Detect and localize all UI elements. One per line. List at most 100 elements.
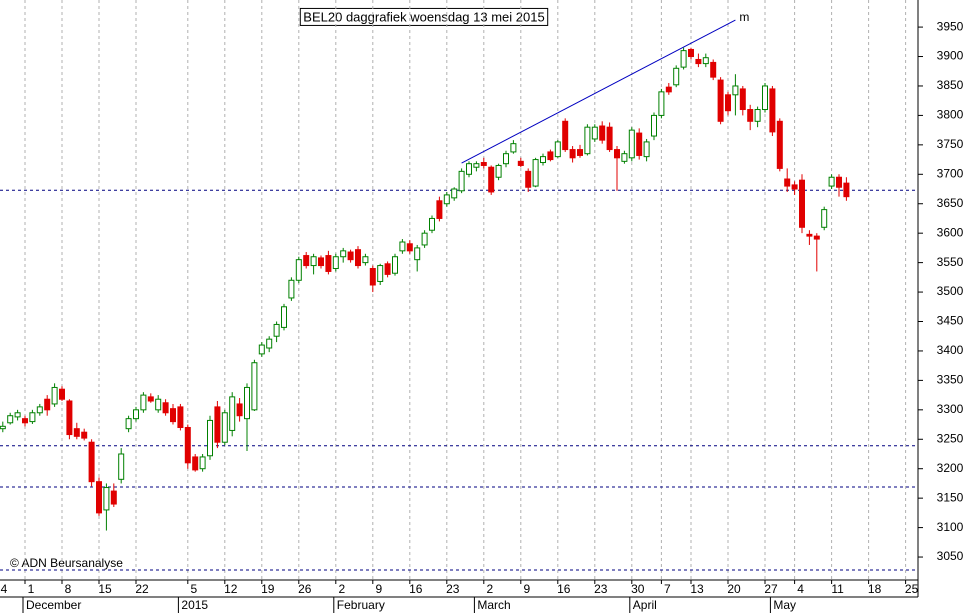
candle-body	[44, 398, 51, 411]
candle-body	[392, 256, 398, 274]
candle-body	[665, 86, 672, 93]
candle-body	[547, 151, 554, 161]
candle-body	[495, 164, 502, 178]
y-tick-label: 3700	[937, 166, 964, 180]
candle-body	[569, 149, 576, 159]
candle-body	[739, 88, 746, 111]
x-tick-label: 1	[28, 582, 35, 596]
candle-body	[29, 412, 36, 423]
candle-body	[776, 120, 783, 169]
candle-body	[318, 257, 324, 267]
y-tick-label: 3900	[937, 49, 964, 63]
candle-body	[266, 338, 273, 349]
x-tick-label: 26	[298, 582, 312, 596]
candle-body	[488, 166, 495, 193]
candle-body	[325, 255, 332, 272]
candle-body	[332, 256, 339, 270]
x-tick-label: 4	[1, 582, 8, 596]
candle-body	[806, 233, 813, 237]
candle-body	[673, 67, 680, 86]
candle-body	[36, 406, 43, 414]
candle-body	[599, 125, 606, 141]
candle-body	[421, 232, 428, 246]
x-tick-label: 23	[594, 582, 608, 596]
y-tick-label: 3850	[937, 78, 964, 92]
candle-body	[480, 162, 487, 166]
candle-body	[443, 194, 450, 205]
month-label: December	[26, 598, 81, 612]
candle-body	[103, 487, 110, 511]
candle-body	[295, 259, 302, 281]
y-tick-label: 3050	[937, 549, 964, 563]
x-tick-label: 16	[557, 582, 571, 596]
candle-body	[510, 143, 517, 153]
candle-body	[414, 247, 421, 261]
x-tick-label: 9	[523, 582, 530, 596]
candle-body	[199, 456, 206, 470]
candle-body	[799, 179, 805, 228]
candle-body	[769, 88, 776, 133]
candle-body	[754, 109, 761, 122]
candle-body	[725, 94, 731, 112]
candle-body	[606, 126, 613, 151]
y-tick-label: 3800	[937, 108, 964, 122]
candle-body	[177, 406, 184, 428]
candle-body	[451, 188, 458, 199]
candle-body	[628, 129, 635, 159]
candle-body	[540, 156, 546, 164]
candle-body	[362, 256, 369, 264]
y-tick-label: 3250	[937, 431, 964, 445]
candle-body	[147, 396, 154, 402]
y-tick-label: 3350	[937, 373, 964, 387]
candle-body	[695, 58, 702, 65]
month-label: March	[477, 598, 510, 612]
candle-body	[614, 149, 620, 159]
x-tick-label: 18	[868, 582, 882, 596]
candle-body	[59, 388, 65, 400]
candle-body	[96, 481, 102, 514]
candle-body	[207, 419, 213, 457]
x-tick-label: 2	[338, 582, 345, 596]
candle-body	[680, 50, 687, 68]
x-tick-label: 8	[65, 582, 72, 596]
candle-body	[140, 394, 147, 411]
x-tick-label: 23	[446, 582, 460, 596]
month-label: 2015	[181, 598, 208, 612]
y-tick-label: 3650	[937, 196, 964, 210]
candle-body	[710, 61, 717, 78]
candle-body	[828, 176, 835, 187]
candle-body	[651, 114, 657, 137]
y-tick-label: 3550	[937, 255, 964, 269]
candle-body	[251, 362, 258, 411]
candle-body	[717, 79, 724, 122]
candle-body	[406, 243, 413, 252]
candle-body	[747, 109, 754, 122]
candle-body	[843, 182, 850, 198]
candle-body	[347, 251, 354, 261]
y-tick-label: 3300	[937, 402, 964, 416]
x-tick-label: 9	[375, 582, 382, 596]
candle-body	[658, 91, 665, 116]
trendline-label: m	[739, 10, 749, 24]
x-tick-label: 30	[631, 582, 645, 596]
chart-title: BEL20 daggrafiek woensdag 13 mei 2015	[303, 9, 544, 24]
x-tick-label: 25	[905, 582, 919, 596]
y-tick-label: 3500	[937, 284, 964, 298]
candle-body	[791, 184, 798, 190]
candle-body	[458, 170, 465, 192]
candle-body	[125, 418, 132, 430]
y-tick-label: 3200	[937, 461, 964, 475]
candle-body	[258, 344, 265, 355]
candle-body	[554, 141, 561, 158]
candle-body	[591, 126, 598, 140]
month-label: April	[633, 598, 657, 612]
candle-body	[229, 396, 236, 431]
candle-body	[384, 263, 391, 275]
candle-body	[81, 431, 88, 439]
candle-body	[273, 323, 280, 337]
y-tick-label: 3450	[937, 314, 964, 328]
x-tick-label: 11	[831, 582, 844, 596]
candle-body	[525, 170, 532, 188]
